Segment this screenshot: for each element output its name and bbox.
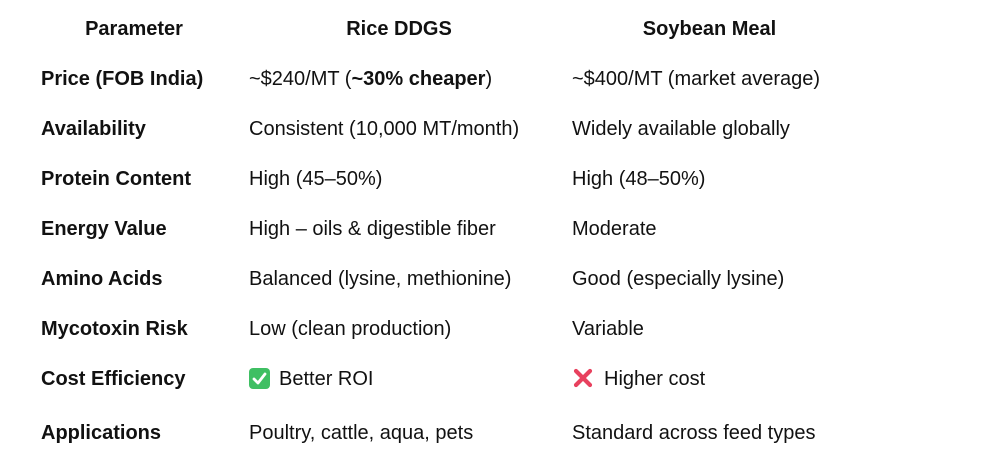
check-mark-icon — [249, 368, 270, 389]
soybean-meal-cell: Higher cost — [572, 364, 705, 394]
header-rice-ddgs: Rice DDGS — [346, 18, 452, 40]
parameter-cell: Amino Acids — [41, 268, 163, 290]
table-row: Mycotoxin Risk Low (clean production) Va… — [0, 314, 983, 344]
rice-price-text: ~$240/MT ( — [249, 68, 352, 90]
table-row: Applications Poultry, cattle, aqua, pets… — [0, 418, 983, 448]
table-row: Cost Efficiency Better ROI Higher cost — [0, 364, 983, 394]
soybean-meal-cell: High (48–50%) — [572, 168, 706, 190]
rice-ddgs-cell: Low (clean production) — [249, 318, 452, 340]
table-row: Energy Value High – oils & digestible fi… — [0, 214, 983, 244]
rice-ddgs-cell: Consistent (10,000 MT/month) — [249, 118, 520, 140]
table-header-row: Parameter Rice DDGS Soybean Meal — [0, 14, 983, 44]
rice-ddgs-cell: Balanced (lysine, methionine) — [249, 268, 512, 290]
soybean-meal-cell: ~$400/MT (market average) — [572, 68, 821, 90]
parameter-cell: Protein Content — [41, 168, 191, 190]
rice-price-highlight: ~30% cheaper — [351, 68, 486, 90]
parameter-cell: Price (FOB India) — [41, 68, 204, 90]
rice-ddgs-cell: High – oils & digestible fiber — [249, 218, 496, 240]
table-row: Protein Content High (45–50%) High (48–5… — [0, 164, 983, 194]
rice-ddgs-cell: Poultry, cattle, aqua, pets — [249, 422, 474, 444]
table-row: Price (FOB India) ~$240/MT (~30% cheaper… — [0, 64, 983, 94]
parameter-cell: Energy Value — [41, 218, 167, 240]
rice-ddgs-cell: ~$240/MT (~30% cheaper) — [249, 64, 492, 94]
parameter-cell: Applications — [41, 422, 162, 444]
soy-cost-text: Higher cost — [604, 368, 706, 390]
header-parameter: Parameter — [85, 18, 183, 40]
parameter-cell: Availability — [41, 118, 146, 140]
soybean-meal-cell: Moderate — [572, 218, 657, 240]
parameter-cell: Cost Efficiency — [41, 368, 186, 390]
rice-price-suffix: ) — [485, 68, 493, 90]
table-row: Amino Acids Balanced (lysine, methionine… — [0, 264, 983, 294]
parameter-cell: Mycotoxin Risk — [41, 318, 188, 340]
soybean-meal-cell: Variable — [572, 318, 644, 340]
rice-ddgs-cell: Better ROI — [249, 364, 373, 394]
cross-mark-icon — [572, 367, 594, 389]
header-soybean-meal: Soybean Meal — [642, 18, 777, 40]
table-row: Availability Consistent (10,000 MT/month… — [0, 114, 983, 144]
soybean-meal-cell: Good (especially lysine) — [572, 268, 785, 290]
soybean-meal-cell: Widely available globally — [572, 118, 790, 140]
rice-cost-text: Better ROI — [279, 368, 374, 390]
soybean-meal-cell: Standard across feed types — [572, 422, 816, 444]
rice-ddgs-cell: High (45–50%) — [249, 168, 383, 190]
